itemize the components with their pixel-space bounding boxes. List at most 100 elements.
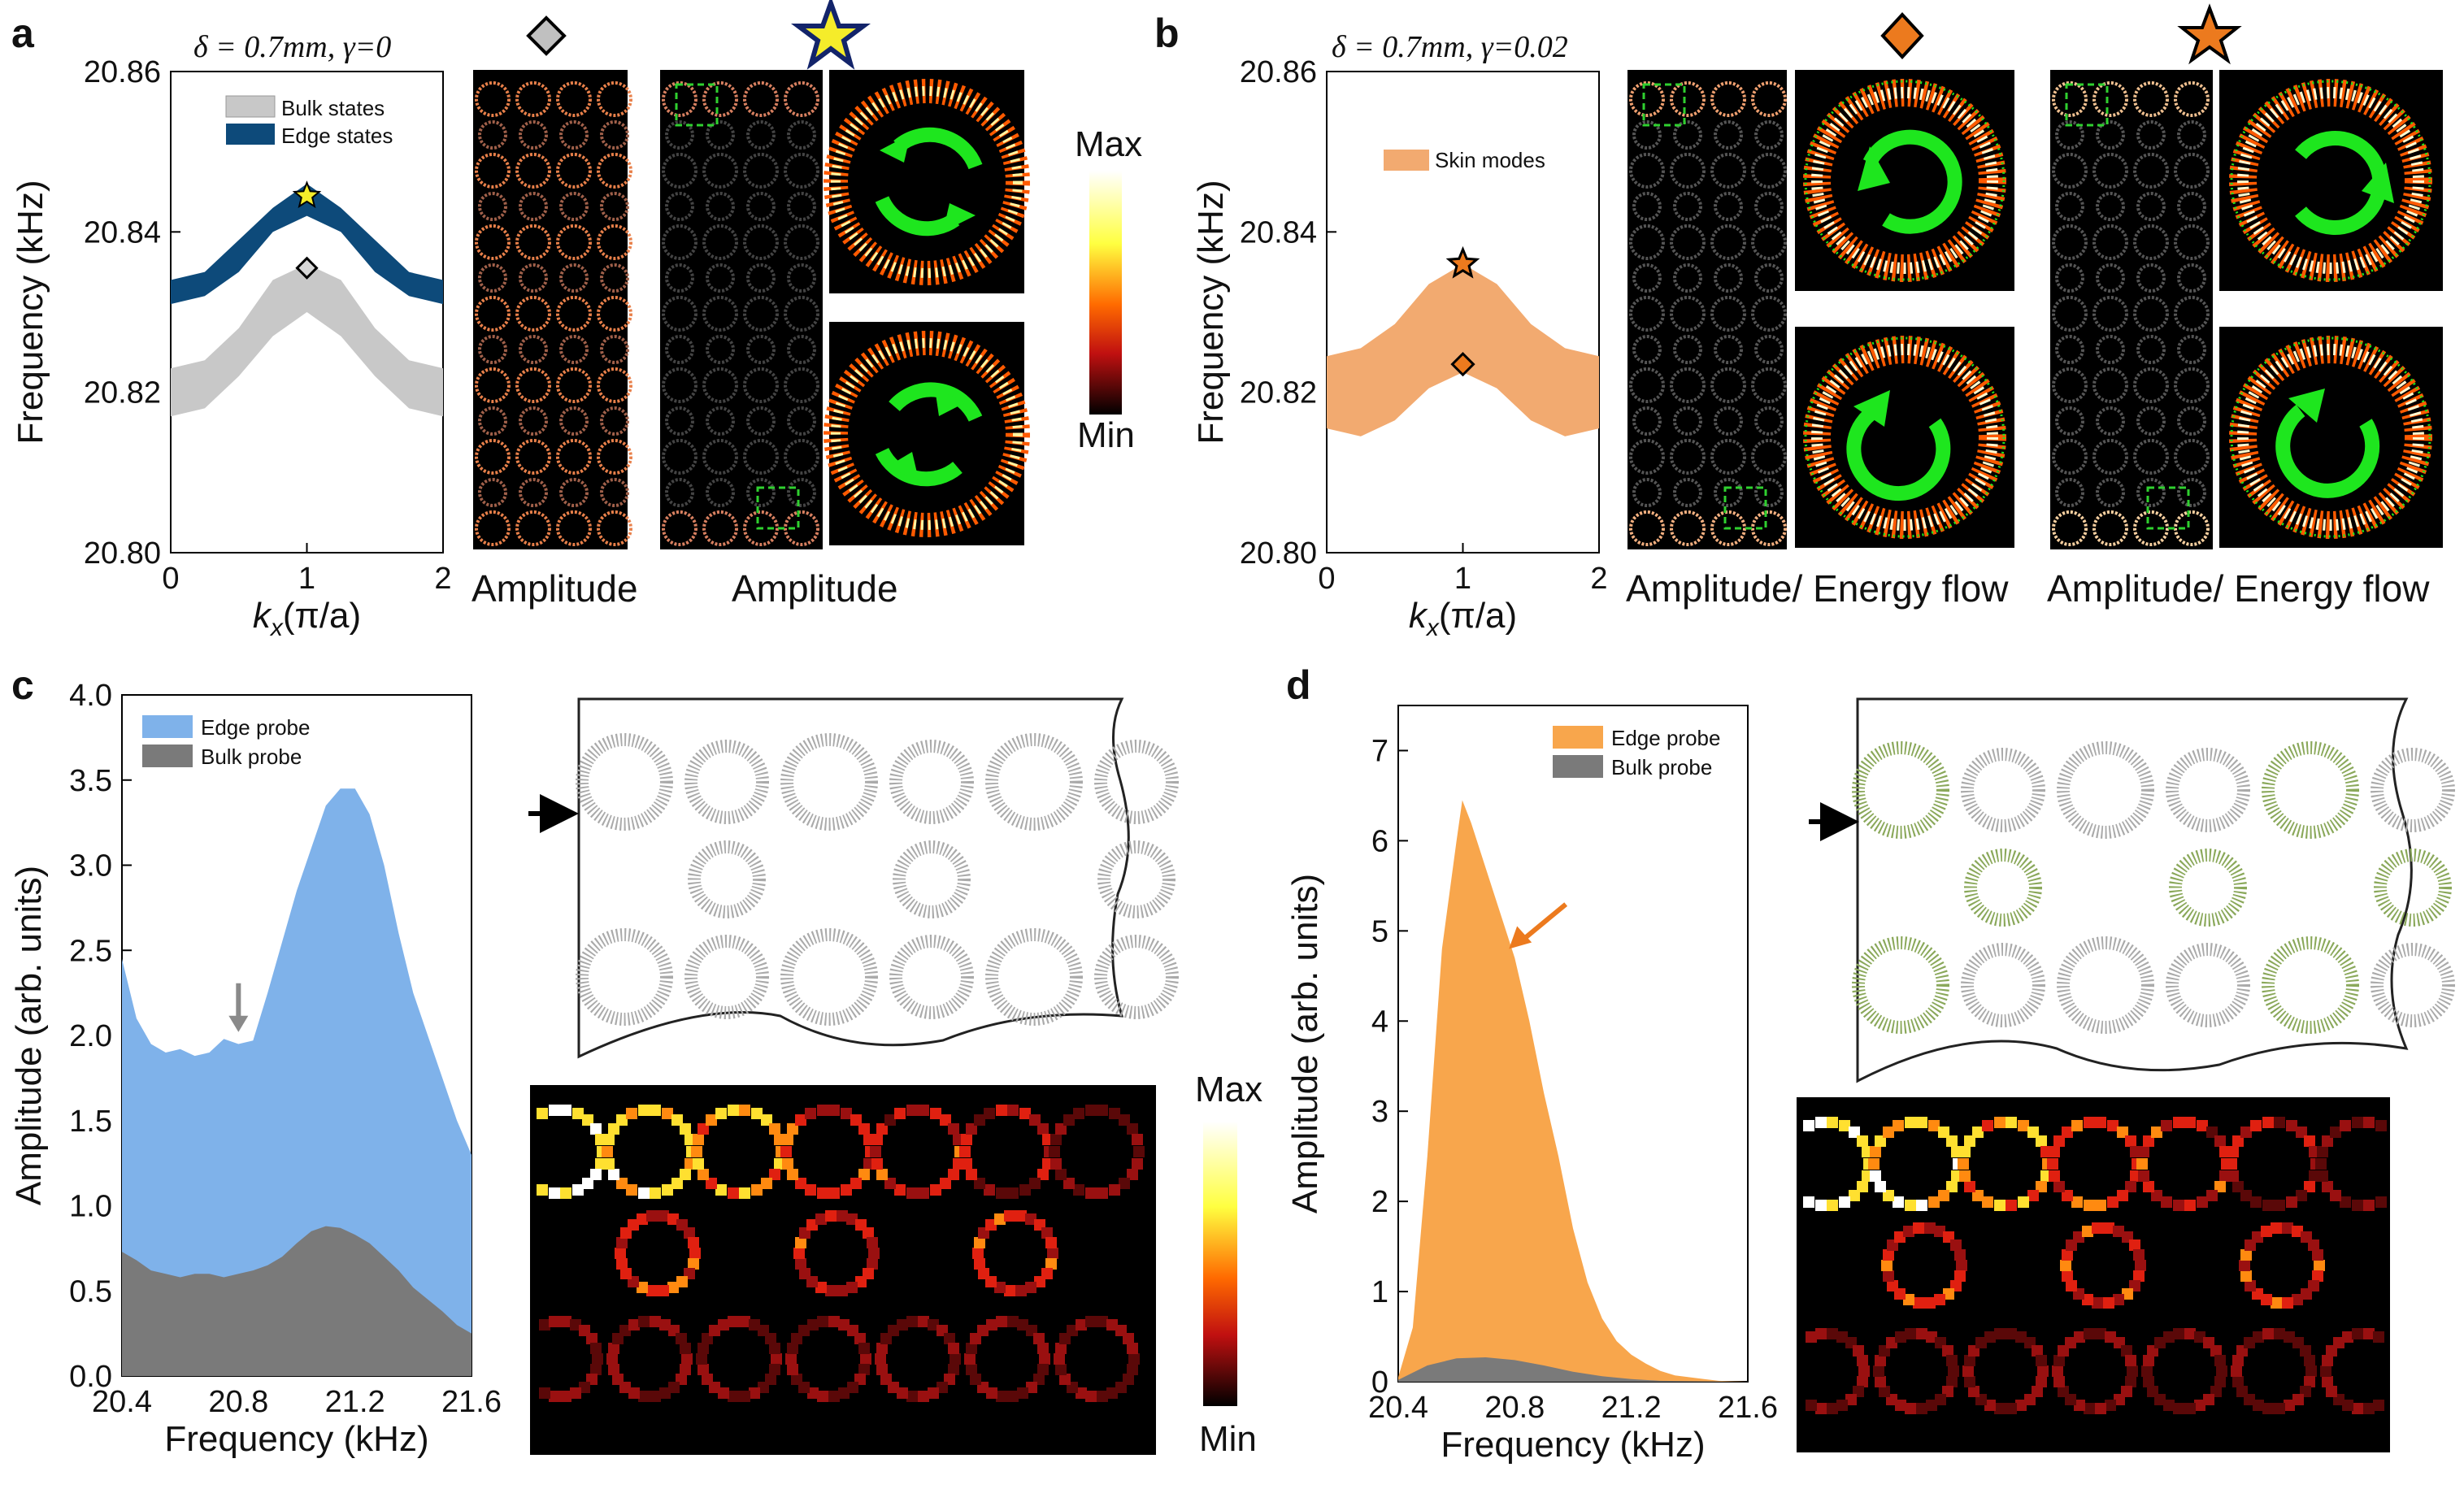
resonator-ring [2177,335,2206,364]
heatmap-pixel [906,1391,918,1402]
resonator-ring [556,367,592,403]
resonator-ring [1673,478,1702,507]
heatmap-pixel [2375,1120,2387,1131]
heatmap-pixel [603,1134,615,1145]
annotation-arrow [1522,902,1568,941]
zoom-view-b1-bottom [1795,327,2014,548]
resonator-ring [478,263,507,293]
heatmap-pixel [1007,1105,1019,1116]
resonator-ring [1714,335,1743,364]
heatmap-pixel [2143,1376,2154,1387]
resonator-ring [478,478,507,507]
x-tick-label: 21.2 [325,1385,385,1419]
y-tick-label: 0 [1371,1365,1388,1400]
resonator-ring [780,928,878,1026]
resonator-ring [1751,296,1787,332]
heatmap-pixel [592,1353,603,1365]
resonator-ring [746,263,776,293]
resonator-ring [2136,335,2166,364]
resonator-ring [985,733,1083,831]
heatmap-pixel [1119,1178,1130,1189]
amplitude-map-a2 [660,70,823,549]
heatmap-pixel [1870,1146,1881,1157]
heatmap-pixel [1041,1227,1053,1239]
selection-box-top-b1 [1642,83,1686,127]
resonator-ring [702,224,738,260]
resonator-ring [2057,936,2154,1034]
panel-b-parameters: δ = 0.7mm, γ=0.02 [1332,30,1568,64]
resonator-ring [2174,439,2210,475]
heatmap-pixel [2308,1239,2319,1251]
resonator-ring [475,224,511,260]
heatmap-pixel [2342,1400,2353,1411]
y-tick-label: 2.5 [69,934,112,968]
resonator-ring [1751,81,1787,117]
resonator-ring [1629,367,1665,403]
heatmap-pixel [1954,1249,1966,1261]
heatmap-pixel [718,1319,729,1331]
heatmap-pixel [894,1108,906,1119]
heatmap-pixel [1106,1319,1118,1331]
heatmap-pixel [876,1343,888,1354]
heatmap-pixel [918,1105,929,1116]
heatmap-pixel [2036,1181,2047,1192]
resonator-ring [1670,510,1706,546]
resonator-ring [475,296,511,332]
heatmap-pixel [2340,1196,2351,1208]
heatmap-pixel [684,1227,695,1239]
heatmap-pixel [1934,1226,1945,1237]
heatmap-pixel [1893,1120,1904,1131]
heatmap-pixel [616,1258,628,1270]
heatmap-pixel [974,1178,985,1189]
heatmap-pixel [780,1146,792,1157]
resonator-ring [784,81,819,117]
resonator-ring [1094,935,1179,1019]
heatmap-pixel [2053,1355,2065,1366]
heatmap-pixel [2214,1355,2226,1366]
heatmap-pixel [817,1105,828,1116]
heatmap-pixel [1085,1391,1097,1402]
resonator-ring [2092,81,2128,117]
heatmap-pixel [2271,1222,2282,1234]
heatmap-pixel [1994,1117,2006,1128]
heatmap-pixel [1968,1386,1979,1397]
heatmap-pixel [638,1187,650,1199]
heatmap-pixel [2261,1294,2272,1305]
resonator-ring [519,192,548,221]
heatmap-pixel [1950,1239,1962,1251]
heatmap-pixel [676,1333,687,1344]
x-axis-label: kx(π/a) [1409,596,1517,641]
heatmap-pixel [966,1123,977,1135]
heatmap-pixel [1958,1158,1969,1170]
heatmap-pixel [1943,1288,1954,1300]
resonator-ring [1961,943,2045,1027]
caption-a1: Amplitude [472,567,638,610]
legend-label-skin: Skin modes [1435,148,1545,172]
heatmap-pixel [1982,1196,1993,1208]
heatmap-pixel [693,1134,704,1145]
heatmap-pixel [2274,1117,2285,1128]
resonator-ring [787,263,816,293]
heatmap-pixel [1883,1127,1894,1138]
heatmap-pixel [1868,1158,1880,1170]
heatmap-pixel [1883,1190,1894,1201]
heatmap-pixel [2084,1328,2095,1339]
caption-b2: Amplitude/ Energy flow [2047,567,2430,610]
heatmap-pixel [888,1325,899,1336]
resonator-ring [1670,439,1706,475]
heatmap-pixel [2095,1117,2106,1128]
heatmap-pixel [996,1187,1007,1199]
resonator-ring [702,153,738,189]
heatmap-pixel [1916,1403,1927,1414]
resonator-ring [2174,81,2210,117]
heatmap-pixel [863,1227,874,1239]
heatmap-pixel [2006,1200,2017,1211]
heatmap-pixel [1827,1117,1838,1128]
resonator-ring [2055,192,2084,221]
resonator-ring [1673,120,1702,150]
heatmap-pixel [603,1158,615,1170]
heatmap-pixel [2006,1403,2017,1414]
heatmap-pixel [751,1184,763,1196]
heatmap-pixel [2363,1403,2375,1414]
